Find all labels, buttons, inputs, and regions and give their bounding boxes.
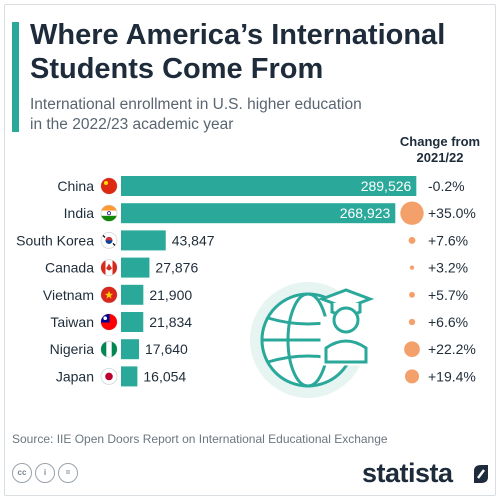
graduate-globe-icon <box>250 282 375 398</box>
category-label: South Korea <box>16 232 94 248</box>
change-bubble <box>410 184 414 188</box>
change-header-line-2: 2021/22 <box>416 150 464 165</box>
category-label: Vietnam <box>43 287 94 303</box>
category-label: Canada <box>45 260 94 276</box>
category-label: India <box>64 205 95 221</box>
change-bubble <box>404 369 420 384</box>
taiwan-flag-icon <box>100 313 118 331</box>
change-bubble <box>409 291 415 298</box>
bar <box>121 257 150 278</box>
china-flag-icon <box>100 177 118 195</box>
value-label: 17,640 <box>145 341 188 357</box>
value-label: 27,876 <box>155 260 198 276</box>
value-label: 268,923 <box>340 205 391 221</box>
change-bubble <box>409 265 415 270</box>
change-label: +5.7% <box>428 287 468 303</box>
value-label: 16,054 <box>143 368 186 384</box>
source-note: Source: IIE Open Doors Report on Interna… <box>12 432 388 446</box>
change-bubble <box>404 341 420 358</box>
bar <box>121 203 396 224</box>
value-label: 43,847 <box>172 232 215 248</box>
nigeria-flag-icon <box>100 340 118 358</box>
value-label: 21,834 <box>149 314 192 330</box>
change-label: -0.2% <box>428 178 465 194</box>
change-header-line-1: Change from <box>399 134 481 149</box>
no-derivatives-icon[interactable]: = <box>58 463 78 483</box>
creative-commons-icon[interactable]: cc <box>12 463 32 483</box>
chart-row-canada: Canada 27,876 +3.2% <box>45 257 468 278</box>
category-label: Japan <box>56 368 94 384</box>
bar <box>121 312 144 332</box>
change-column-header: Change from 2021/22 <box>390 134 490 166</box>
title-accent-bar <box>12 22 19 132</box>
title-line-1: Where America’s International <box>30 19 446 51</box>
vietnam-flag-icon <box>100 286 118 304</box>
bar <box>121 366 138 387</box>
page-title: Where America’s International Students C… <box>30 18 490 86</box>
chart-row-south-korea: South Korea 43,847 +7.6% <box>16 230 468 251</box>
change-bubble <box>408 318 416 326</box>
canada-flag-icon <box>100 259 118 277</box>
change-label: +7.6% <box>428 232 468 248</box>
india-flag-icon <box>100 204 118 222</box>
attribution-icon[interactable]: i <box>35 463 55 483</box>
value-label: 21,900 <box>149 287 192 303</box>
value-label: 289,526 <box>361 178 412 194</box>
subtitle-line-2: in the 2022/23 academic year <box>30 116 234 133</box>
change-label: +3.2% <box>428 260 468 276</box>
chart-row-china: China 289,526 -0.2% <box>57 176 465 196</box>
chart-row-nigeria: Nigeria 17,640 +22.2% <box>50 339 476 360</box>
page-subtitle: International enrollment in U.S. higher … <box>30 95 430 135</box>
title-line-2: Students Come From <box>30 53 324 85</box>
chart-row-japan: Japan 16,054 +19.4% <box>56 366 476 387</box>
bar-chart: China 289,526 -0.2% India 268,923 +35.0% South… <box>16 176 476 398</box>
change-label: +35.0% <box>428 205 476 221</box>
chart-row-india: India 268,923 +35.0% <box>64 201 476 225</box>
subtitle-line-1: International enrollment in U.S. higher … <box>30 96 362 113</box>
chart-row-vietnam: Vietnam 21,900 +5.7% <box>43 284 468 305</box>
south-korea-flag-icon <box>100 231 118 249</box>
statista-logo[interactable]: statista <box>362 458 453 488</box>
category-label: China <box>57 178 94 194</box>
infographic-frame <box>4 4 496 496</box>
change-label: +19.4% <box>428 368 476 384</box>
change-label: +22.2% <box>428 341 476 357</box>
bar <box>121 176 417 196</box>
chart-row-taiwan: Taiwan 21,834 +6.6% <box>50 312 468 332</box>
license-icons: cc i = <box>12 463 78 483</box>
change-label: +6.6% <box>428 314 468 330</box>
statista-logo-mark-icon <box>474 465 488 483</box>
bar <box>121 284 144 305</box>
japan-flag-icon <box>100 367 118 385</box>
change-bubble <box>400 201 424 225</box>
change-bubble <box>408 236 416 244</box>
category-label: Taiwan <box>50 314 94 330</box>
category-label: Nigeria <box>50 341 95 357</box>
bar <box>121 230 166 251</box>
bar <box>121 339 139 360</box>
